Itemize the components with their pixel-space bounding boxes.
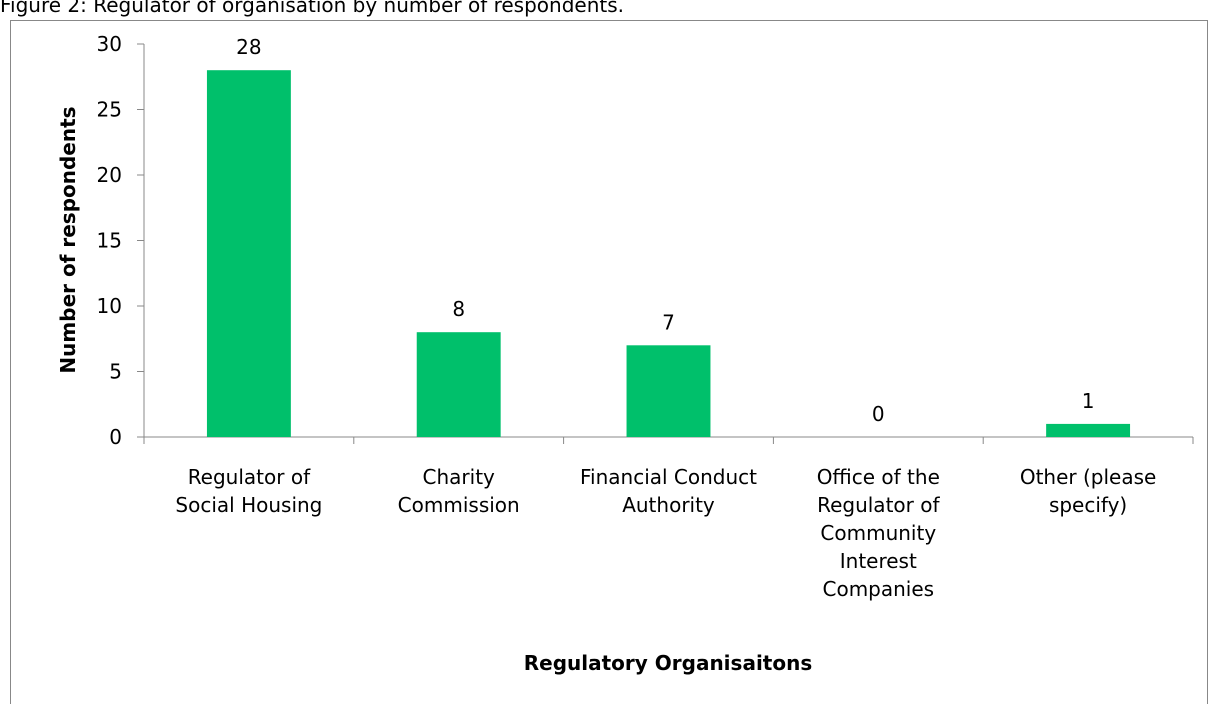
data-label: 28 (236, 35, 261, 59)
y-tick-label: 0 (109, 425, 122, 449)
data-label: 8 (452, 297, 465, 321)
x-tick-label: Regulator of Social Housing (175, 465, 322, 517)
bar (416, 332, 501, 437)
chart-border (10, 20, 1208, 704)
x-tick-label: Financial Conduct Authority (580, 465, 757, 517)
data-label: 0 (872, 402, 885, 426)
chart-title: Figure 2: Regulator of organisation by n… (0, 0, 624, 17)
y-tick-label: 15 (97, 229, 122, 253)
x-tick-label: Other (please specify) (1020, 465, 1156, 517)
x-tick-label: Office of the Regulator of Community Intere… (817, 465, 941, 601)
y-axis-title: Number of respondents (56, 106, 80, 373)
y-tick-label: 30 (97, 32, 122, 56)
bar (206, 70, 291, 437)
y-tick-label: 5 (109, 360, 122, 384)
y-tick-label: 20 (97, 163, 122, 187)
data-label: 1 (1082, 389, 1095, 413)
bar (626, 345, 711, 437)
y-tick-label: 25 (97, 98, 122, 122)
data-label: 7 (662, 310, 675, 334)
y-tick-label: 10 (97, 294, 122, 318)
bar (1046, 423, 1131, 437)
x-axis-title: Regulatory Organisaitons (524, 651, 813, 675)
x-tick-label: Charity Commission (398, 465, 520, 517)
